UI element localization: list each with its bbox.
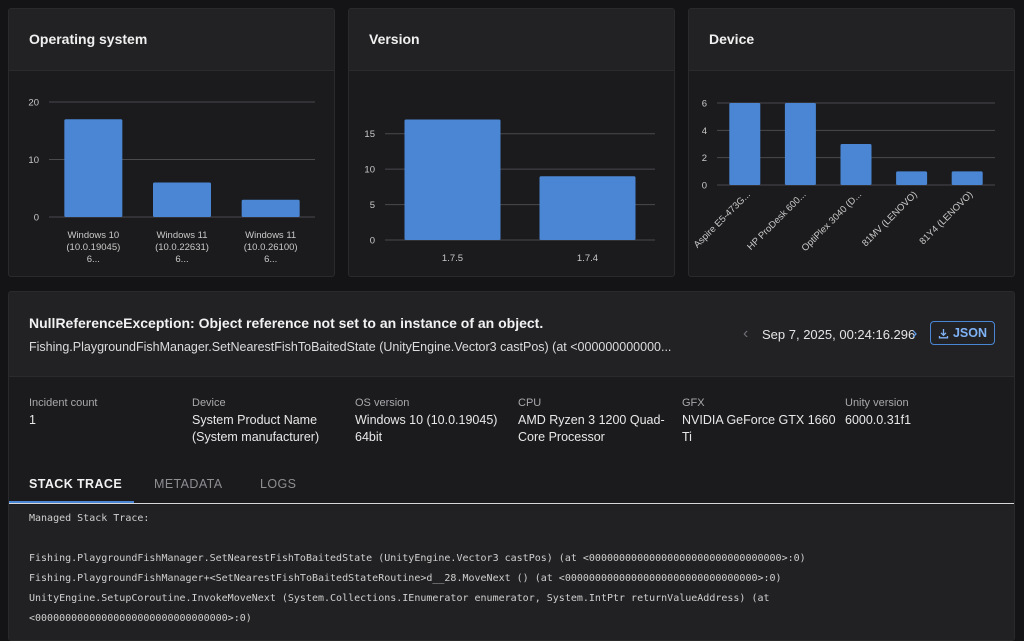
info-gfx: GFX NVIDIA GeForce GTX 1660 Ti (682, 397, 837, 446)
os-bar[interactable] (241, 199, 300, 217)
os-x-tick-label: (10.0.19045) (66, 242, 120, 253)
info-label: GFX (682, 397, 705, 409)
active-tab-indicator (9, 501, 134, 503)
os-x-tick-label: 6... (87, 254, 100, 265)
info-label: Device (192, 397, 226, 409)
info-label: OS version (355, 397, 410, 409)
version-y-tick-label: 5 (370, 200, 375, 211)
info-value: NVIDIA GeForce GTX 1660 Ti (682, 413, 836, 444)
device-x-tick-label: Aspire E5-473G... (692, 189, 753, 250)
trace-line (29, 533, 1014, 553)
version-y-tick-label: 10 (364, 165, 375, 176)
os-x-tick-label: Windows 11 (245, 230, 296, 241)
chevron-left-icon[interactable]: ‹ (743, 325, 749, 342)
trace-line: Managed Stack Trace: (29, 513, 150, 524)
os-chart-title: Operating system (9, 9, 334, 71)
info-value: Windows 10 (10.0.19045) 64bit (355, 413, 498, 444)
incident-panel: NullReferenceException: Object reference… (8, 291, 1015, 641)
version-y-tick-label: 0 (370, 236, 375, 247)
tab-metadata[interactable]: METADATA (154, 477, 223, 491)
exception-location: Fishing.PlaygroundFishManager.SetNearest… (29, 340, 672, 354)
incident-timestamp: Sep 7, 2025, 00:24:16.296 (762, 327, 916, 342)
os-bar[interactable] (153, 182, 211, 218)
device-bar-chart: 0 2 4 6 Aspire E5-473G...HP ProDesk 600...Op… (692, 99, 995, 254)
device-bar[interactable] (951, 171, 983, 185)
exception-title: NullReferenceException: Object reference… (29, 315, 544, 331)
info-label: CPU (518, 397, 542, 409)
device-y-tick-label: 6 (702, 99, 707, 110)
device-bar[interactable] (840, 144, 872, 185)
version-chart-title: Version (349, 9, 674, 71)
info-value: AMD Ryzen 3 1200 Quad-Core Processor (518, 413, 665, 444)
trace-line: Fishing.PlaygroundFishManager.SetNearest… (29, 553, 806, 564)
device-y-tick-label: 2 (702, 153, 707, 164)
info-incident-count: Incident count 1 (29, 397, 179, 429)
device-x-tick-label: OptiPlex 3040 (D... (800, 189, 865, 254)
os-x-tick-label: 6... (264, 254, 277, 265)
os-y-tick-label: 20 (28, 98, 39, 109)
os-x-tick-label: (10.0.26100) (244, 242, 298, 253)
os-x-tick-label: Windows 10 (67, 230, 119, 241)
tab-logs[interactable]: LOGS (260, 477, 297, 491)
info-device: Device System Product Name (System manuf… (192, 397, 342, 446)
info-cpu: CPU AMD Ryzen 3 1200 Quad-Core Processor (518, 397, 673, 446)
version-y-tick-label: 15 (364, 129, 375, 140)
info-value: System Product Name (System manufacturer… (192, 413, 320, 444)
info-label: Incident count (29, 397, 98, 409)
json-download-button[interactable]: JSON (930, 321, 995, 345)
chevron-right-icon[interactable]: › (912, 325, 918, 342)
trace-line: <00000000000000000000000000000000>:0) (29, 613, 252, 624)
version-bar[interactable] (539, 176, 636, 240)
incident-header: NullReferenceException: Object reference… (9, 292, 1014, 377)
version-bar-chart: 0 5 10 15 1.7.5 1.7.4 (364, 119, 655, 264)
detail-tabs: STACK TRACE METADATA LOGS (9, 464, 1014, 504)
device-chart-panel: Device 0 2 4 6 Aspire E5-473G... HP ProDesk 6… (688, 8, 1015, 277)
os-y-tick-label: 10 (28, 155, 39, 166)
os-x-tick-label: Windows 11 (156, 230, 207, 241)
device-x-tick-label: 81MV (LENOVO) (860, 189, 920, 249)
download-icon (938, 328, 949, 338)
os-bar[interactable] (64, 119, 123, 217)
device-chart-title: Device (689, 9, 1014, 71)
json-button-label: JSON (952, 326, 988, 340)
tab-stack-trace[interactable]: STACK TRACE (29, 477, 123, 491)
info-os-version: OS version Windows 10 (10.0.19045) 64bit (355, 397, 505, 446)
version-x-tick-label: 1.7.4 (577, 253, 598, 264)
version-bar[interactable] (404, 119, 501, 240)
device-bar[interactable] (729, 103, 761, 185)
os-x-tick-label: (10.0.22631) (155, 242, 209, 253)
info-value: 6000.0.31f1 (845, 413, 912, 427)
device-y-tick-label: 0 (702, 181, 707, 192)
version-x-tick-label: 1.7.5 (442, 253, 463, 264)
info-unity-version: Unity version 6000.0.31f1 (845, 397, 995, 429)
trace-line: UnityEngine.SetupCoroutine.InvokeMoveNex… (29, 593, 770, 604)
device-x-tick-label: 81Y4 (LENOVO) (918, 189, 976, 247)
stack-trace-content: Managed Stack Trace: Fishing.PlaygroundF… (9, 505, 1014, 640)
info-value: 1 (29, 413, 36, 427)
info-label: Unity version (845, 397, 909, 409)
device-bar[interactable] (896, 171, 928, 185)
os-y-tick-label: 0 (34, 213, 39, 224)
device-x-tick-label: HP ProDesk 600... (745, 189, 808, 252)
device-bar[interactable] (784, 103, 816, 185)
version-chart-panel: Version 0 5 10 15 1.7.5 1.7.4 (348, 8, 675, 277)
trace-line: Fishing.PlaygroundFishManager+<SetNeares… (29, 573, 782, 584)
device-y-tick-label: 4 (702, 126, 707, 137)
os-chart-panel: Operating system 0 10 20 Windows 10 (10.0.19… (8, 8, 335, 277)
os-x-tick-label: 6... (175, 254, 188, 265)
